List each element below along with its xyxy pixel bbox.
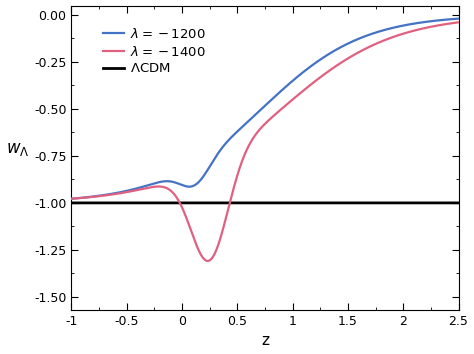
$\Lambda$CDM xyxy=(136,201,141,205)
$\lambda = -1200$ xyxy=(456,17,461,21)
$\Lambda$CDM xyxy=(68,201,74,205)
Line: $\lambda = -1200$: $\lambda = -1200$ xyxy=(71,19,458,199)
Line: $\lambda = -1400$: $\lambda = -1400$ xyxy=(71,22,458,261)
$\lambda = -1400$ xyxy=(234,175,239,179)
X-axis label: z: z xyxy=(261,333,269,348)
$\lambda = -1200$ xyxy=(217,149,223,153)
$\Lambda$CDM xyxy=(406,201,412,205)
$\lambda = -1400$ xyxy=(205,259,210,263)
$\lambda = -1200$ xyxy=(136,186,141,190)
$\Lambda$CDM xyxy=(234,201,239,205)
$\lambda = -1200$ xyxy=(68,196,74,201)
$\lambda = -1200$ xyxy=(113,191,118,195)
$\lambda = -1200$ xyxy=(234,130,239,134)
$\lambda = -1400$ xyxy=(68,197,74,201)
$\Lambda$CDM xyxy=(113,201,118,205)
$\lambda = -1200$ xyxy=(406,22,412,27)
$\Lambda$CDM xyxy=(456,201,461,205)
$\lambda = -1400$ xyxy=(448,21,454,25)
$\Lambda$CDM xyxy=(448,201,454,205)
$\lambda = -1200$ xyxy=(448,17,454,21)
$\lambda = -1400$ xyxy=(456,20,461,24)
$\lambda = -1400$ xyxy=(136,188,141,192)
$\lambda = -1400$ xyxy=(113,192,118,196)
Legend: $\lambda = -1200$, $\lambda = -1400$, $\Lambda$CDM: $\lambda = -1200$, $\lambda = -1400$, $\… xyxy=(97,21,211,81)
$\Lambda$CDM xyxy=(217,201,223,205)
$\lambda = -1400$ xyxy=(217,238,223,242)
Y-axis label: $w_{\Lambda}$: $w_{\Lambda}$ xyxy=(6,140,29,158)
$\lambda = -1400$ xyxy=(407,30,412,34)
